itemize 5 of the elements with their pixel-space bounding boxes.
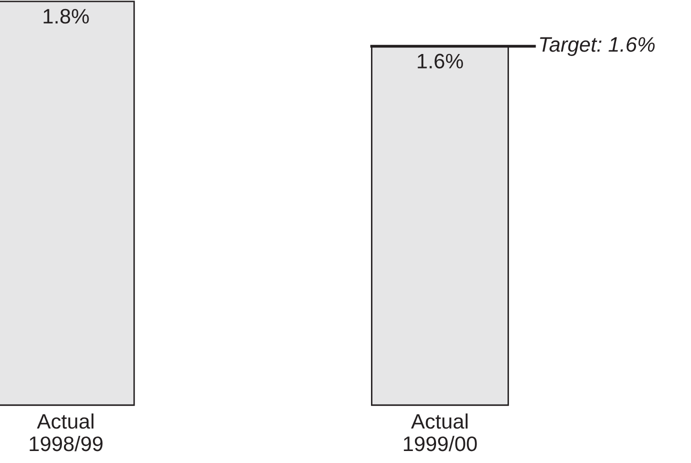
x-tick-label: Actual 1999/00 <box>404 413 477 452</box>
data-label: 1.8% <box>44 8 89 24</box>
data-label: 1.6% <box>418 54 463 68</box>
ref-line-label: Target: 1.6% <box>540 37 655 56</box>
x-tick-label: Actual 1998/99 <box>30 413 103 452</box>
